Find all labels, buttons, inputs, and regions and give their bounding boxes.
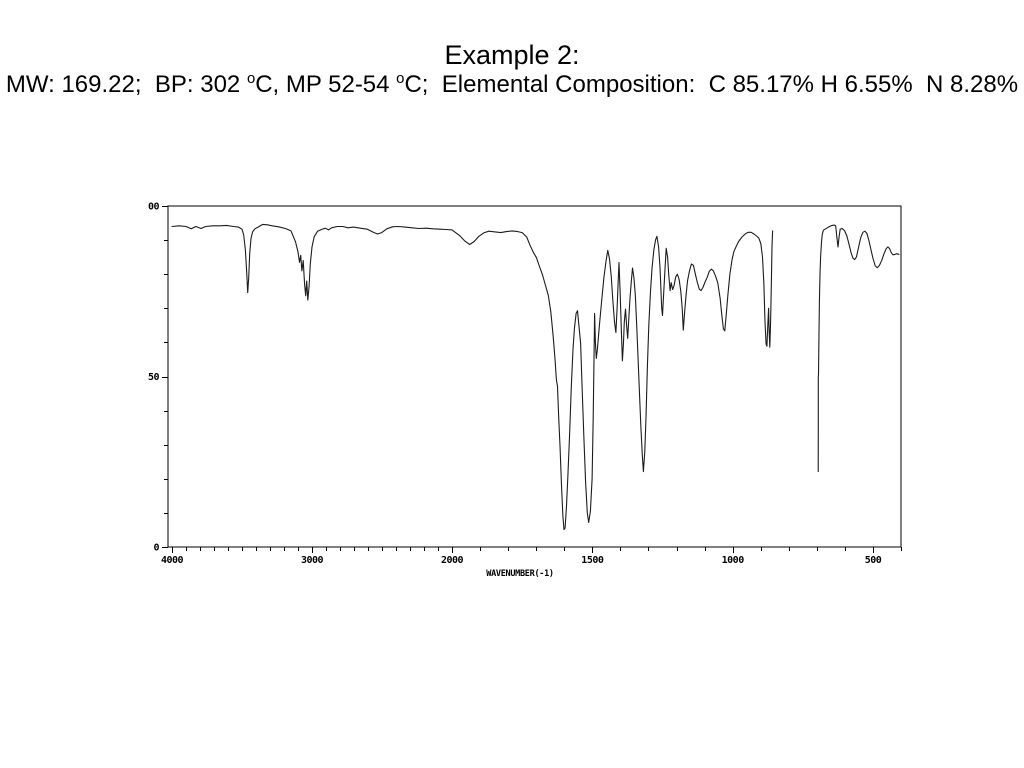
plot-frame: [167, 205, 902, 548]
y-tick-label: 50: [148, 372, 160, 383]
x-tick-label: 3000: [301, 555, 324, 566]
subtitle-text: C, MP 52-54: [255, 71, 397, 98]
x-tick-label: 1000: [722, 555, 745, 566]
subtitle-superscript: o: [246, 71, 256, 87]
x-tick-label: 4000: [161, 555, 184, 566]
slide-subtitle: MW: 169.22; BP: 302 oC, MP 52-54 oC; Ele…: [0, 71, 1024, 98]
subtitle-superscript: o: [396, 71, 405, 87]
x-tick-label: 500: [865, 555, 882, 566]
slide-title: Example 2:: [444, 40, 580, 70]
subtitle-text: C; Elemental Composition: C 85.17% H 6.5…: [404, 71, 1019, 98]
spectrum-curve-segment-2: [817, 224, 900, 473]
x-tick-label: 1500: [581, 555, 604, 566]
y-tick-label: 0: [153, 543, 159, 554]
x-axis-title: WAVENUMBER(-1): [486, 569, 553, 579]
subtitle-text: MW: 169.22; BP: 302: [5, 71, 247, 98]
x-tick-label: 2000: [441, 555, 464, 566]
y-axis-ticks: [162, 206, 168, 548]
y-tick-label: 00: [148, 202, 160, 213]
x-axis-ticks: [172, 547, 902, 553]
spectrum-curve-segment-1: [171, 223, 774, 531]
